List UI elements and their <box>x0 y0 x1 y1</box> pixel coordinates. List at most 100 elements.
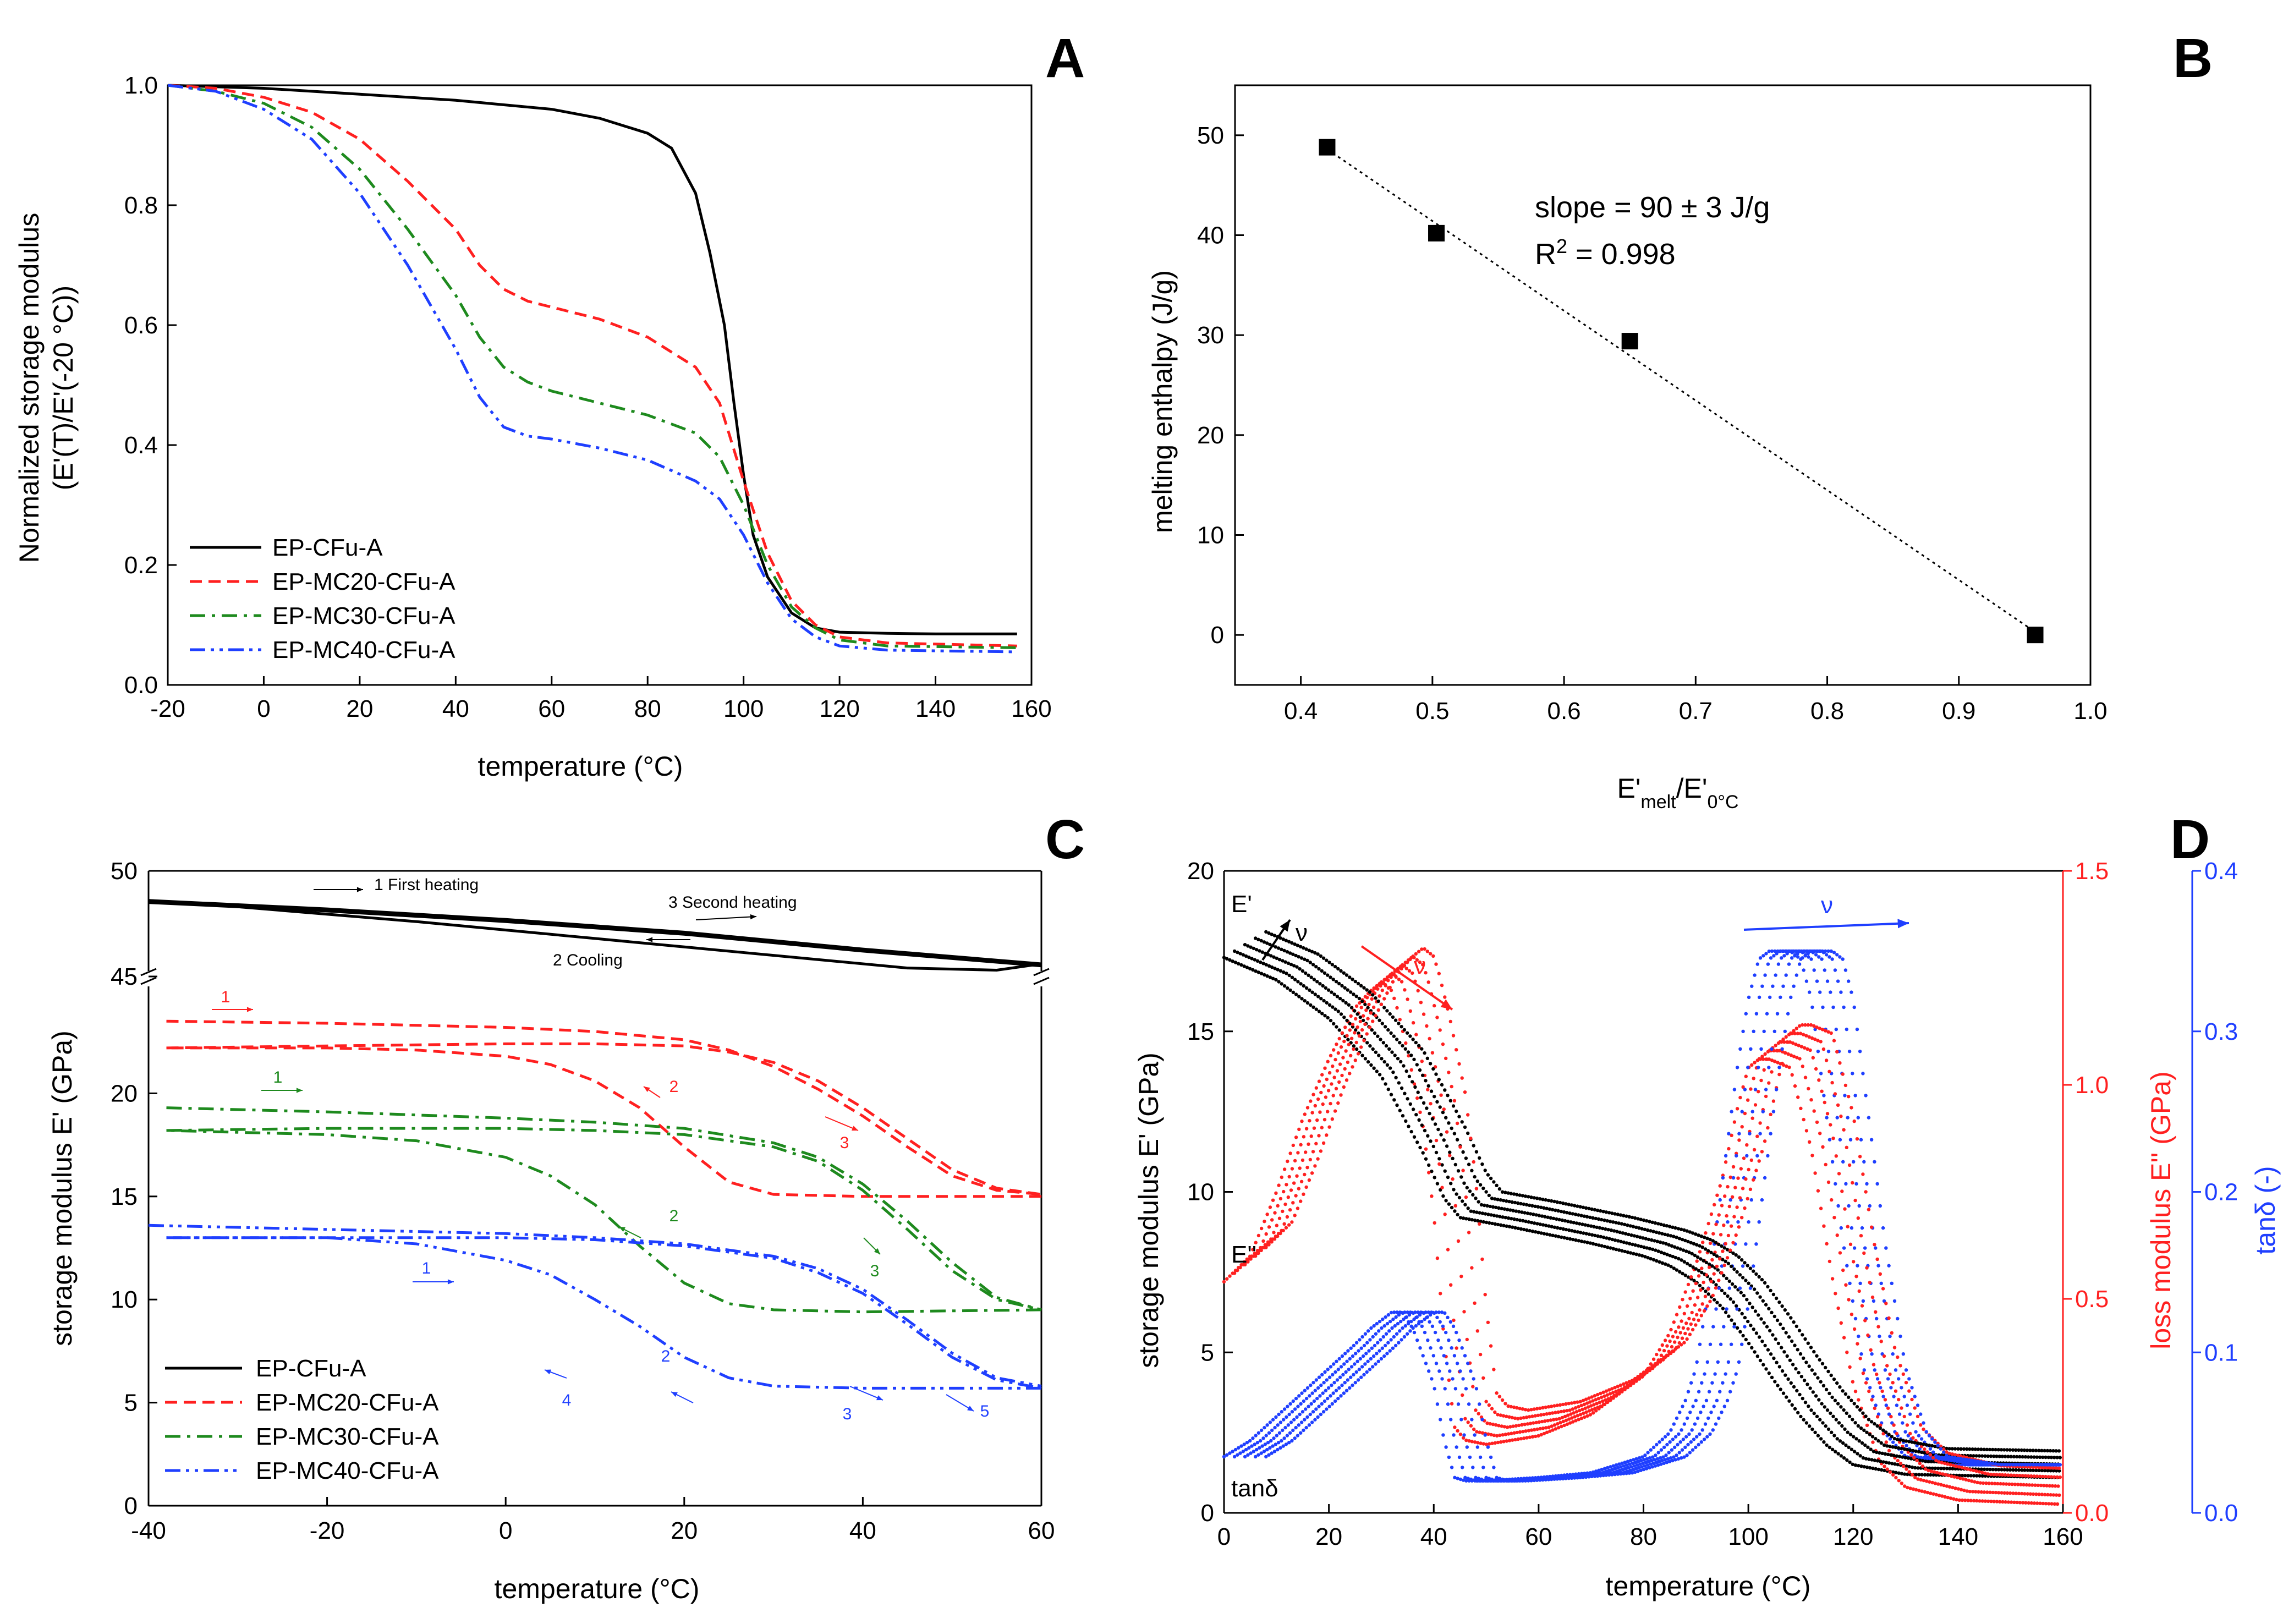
panel-d-tand-series-point <box>1748 1132 1752 1135</box>
panel-d-storage-series-point <box>1786 1312 1790 1316</box>
panel-d-tand-series-point <box>1345 1359 1349 1363</box>
panel-d-loss-series-point <box>1796 1032 1799 1035</box>
panel-d-loss-series-point <box>1298 1166 1302 1170</box>
panel-d-loss-series-point <box>1881 1431 1885 1436</box>
panel-d-loss-series-point <box>1561 1419 1565 1424</box>
panel-d-tand-series-point <box>1336 1368 1340 1371</box>
panel-d-loss-series-point <box>1810 1154 1814 1157</box>
panel-d-storage-series-point <box>1812 1411 1816 1415</box>
panel-d-loss-series-point <box>1537 1420 1541 1424</box>
panel-d-tand-series-point <box>1653 1458 1656 1462</box>
panel-d-loss-series-point <box>1868 1281 1872 1285</box>
panel-d-storage-series-point <box>2018 1455 2022 1459</box>
panel-d-storage-series-point <box>1536 1205 1540 1209</box>
panel-d-storage-series-point <box>1368 1044 1372 1048</box>
panel-d-tand-series-point <box>1322 1399 1327 1403</box>
panel-d-storage-series-point <box>1645 1246 1649 1250</box>
panel-d-storage-series-point <box>1488 1204 1492 1209</box>
panel-d-storage-series-point <box>1579 1239 1584 1243</box>
panel-d-storage-series-point <box>1685 1229 1689 1233</box>
panel-d-loss-series-point <box>1587 1409 1591 1413</box>
panel-d-tand-series-point <box>1639 1468 1643 1472</box>
panel-d-tand-series-point <box>1351 1383 1354 1387</box>
panel-d-tand-series-point <box>1335 1378 1340 1382</box>
panel-d-storage-series-point <box>1486 1173 1490 1177</box>
panel-d-loss-series-point <box>1950 1474 1953 1478</box>
panel-d-loss-series-point <box>1564 1402 1568 1406</box>
panel-d-loss-series-point <box>1317 1134 1321 1138</box>
panel-d-storage-series-point <box>1777 1300 1781 1304</box>
panel-d-loss-series-point <box>1980 1499 1984 1503</box>
panel-d-tand-series-point <box>1956 1456 1960 1460</box>
panel-d-tand-series-point <box>1636 1469 1640 1473</box>
panel-d-storage-series-point <box>1947 1467 1952 1471</box>
panel-d-tand-series-point <box>1284 1442 1288 1446</box>
panel-d-loss-series-point <box>1541 1406 1545 1410</box>
panel-d-tand-series-point <box>1417 1321 1421 1326</box>
panel-d-storage-series-point <box>1440 1083 1444 1087</box>
panel-d-loss-series-point <box>1813 1037 1817 1041</box>
panel-d-tand-series-point <box>1578 1475 1582 1479</box>
panel-d-storage-series-point <box>1945 1467 1949 1471</box>
panel-d-tand-series-point <box>1627 1471 1631 1475</box>
panel-d-loss-series-point <box>1672 1320 1676 1324</box>
panel-d-storage-series-point <box>1874 1437 1878 1441</box>
panel-d-loss-series-point <box>1448 1019 1452 1024</box>
panel-d-storage-series-point <box>1892 1453 1896 1457</box>
panel-d-loss-series-point <box>1848 1242 1853 1246</box>
panel-d-loss-series-point <box>1292 1181 1296 1185</box>
panel-d-tand-series-point <box>1856 1264 1859 1268</box>
panel-d-loss-series-point <box>1718 1184 1722 1188</box>
panel-d-tand-series-point <box>1347 1368 1351 1371</box>
panel-d-loss-series-point <box>1933 1482 1938 1485</box>
panel-d-tand-series-point <box>1274 1442 1278 1446</box>
panel-d-loss-series-point <box>1321 1102 1325 1106</box>
panel-d-storage-series-point <box>1633 1216 1637 1220</box>
panel-d-loss-series-point <box>1424 1147 1428 1151</box>
panel-d-storage-series-point <box>1385 1063 1390 1067</box>
panel-d-storage-series-point <box>1662 1252 1666 1255</box>
panel-d-loss-series-point <box>1596 1406 1600 1409</box>
panel-d-storage-series-point <box>1655 1239 1659 1243</box>
panel-d-loss-series-point <box>1715 1264 1719 1269</box>
panel-d-loss-series-point <box>2024 1483 2028 1487</box>
panel-d-tand-series-point <box>1308 1394 1311 1398</box>
panel-d-storage-series-point <box>1582 1214 1586 1218</box>
panel-d-storage-series-point <box>1418 1068 1422 1072</box>
panel-d-tand-series-point <box>1783 949 1787 953</box>
panel-d-storage-series-point <box>1752 1327 1755 1331</box>
panel-d-storage-series-point <box>1573 1230 1577 1233</box>
panel-d-tand-series-point <box>1429 1346 1433 1350</box>
panel-d-tand-series-point <box>1803 954 1807 958</box>
panel-d-storage-series-point <box>1349 990 1353 994</box>
panel-d-storage-series-point <box>1466 1131 1470 1135</box>
panel-d-loss-series-point <box>1523 1423 1527 1427</box>
panel-d-tand-series-point <box>1319 1383 1323 1387</box>
panel-d-storage-series-point <box>1342 1016 1346 1019</box>
panel-d-loss-series-point <box>1909 1453 1913 1457</box>
panel-d-storage-series-point <box>1721 1307 1725 1310</box>
panel-d-tand-series-point <box>1620 1461 1624 1465</box>
panel-d-storage-series-point <box>1365 1041 1369 1045</box>
panel-d-tand-series-point <box>1331 1391 1335 1395</box>
panel-d-tand-series-point <box>1440 1377 1444 1381</box>
panel-d-tand-series-point <box>1836 1204 1840 1208</box>
panel-d-storage-series-point <box>1515 1217 1519 1222</box>
panel-d-loss-series-point <box>1722 1224 1726 1227</box>
panel-d-tand-series-point <box>1671 1438 1675 1441</box>
panel-d-loss-series-point <box>1936 1482 1940 1486</box>
panel-d-storage-series-point <box>1962 1447 1966 1451</box>
panel-d-storage-series-point <box>1420 1047 1424 1051</box>
panel-d-tand-series-point <box>1844 1182 1848 1186</box>
panel-a-letter: A <box>1045 28 1085 89</box>
panel-d-storage-series-point <box>1456 1212 1459 1217</box>
panel-d-tand-series-point <box>1273 1425 1277 1430</box>
panel-d-storage-series-point <box>1634 1225 1638 1230</box>
panel-c-ytick-label: 0 <box>124 1493 138 1519</box>
panel-d-loss-series-point <box>1259 1248 1263 1253</box>
panel-d-tand-series-point <box>1355 1359 1359 1363</box>
panel-d-tand-series-point <box>1339 1365 1343 1369</box>
panel-d-loss-series-point <box>1906 1485 1909 1490</box>
panel-d-storage-series-point <box>1826 1427 1831 1431</box>
panel-d-storage-series-point <box>1750 1346 1754 1349</box>
